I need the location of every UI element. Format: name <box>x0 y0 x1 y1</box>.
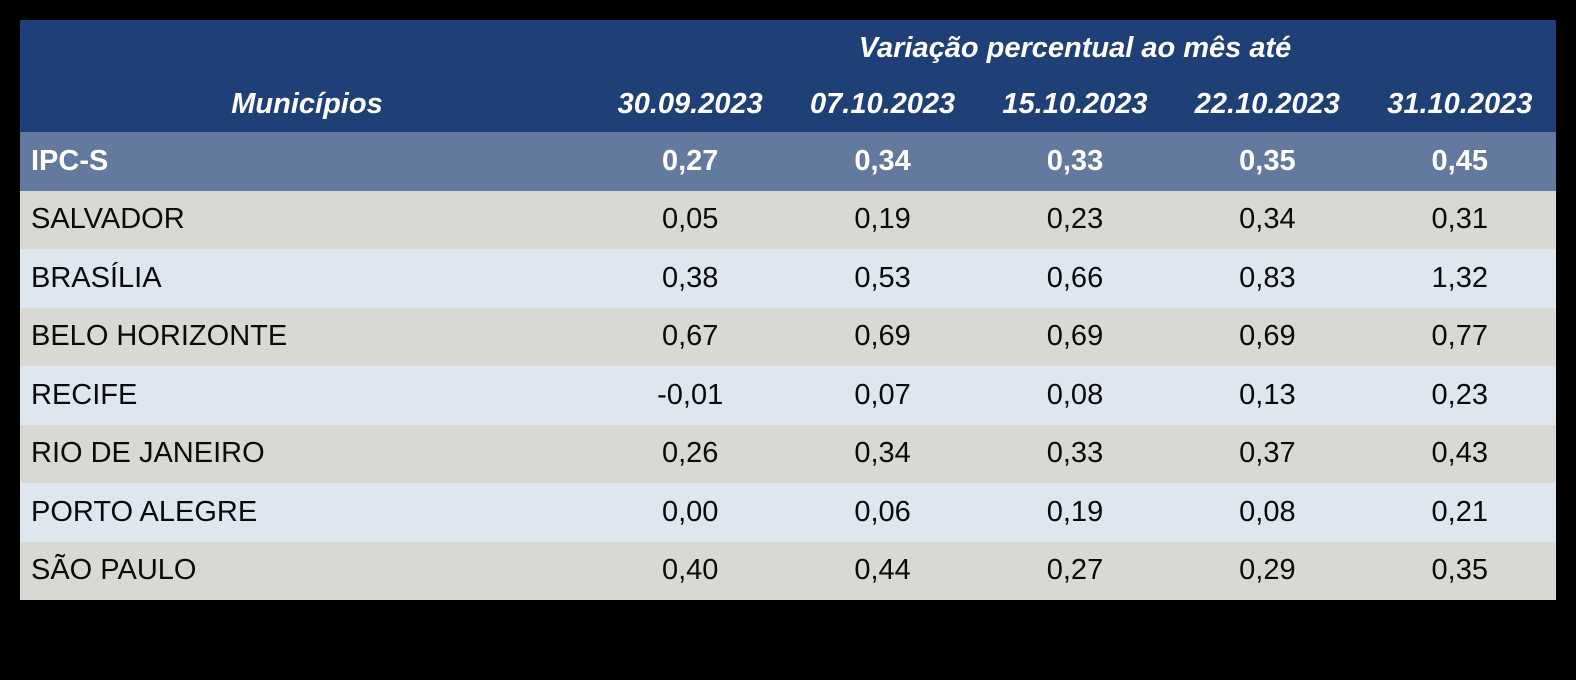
row-label: PORTO ALEGRE <box>20 483 594 542</box>
column-header-row: Municípios 30.09.2023 07.10.2023 15.10.2… <box>20 76 1556 132</box>
value-cell: 0,69 <box>786 307 979 366</box>
value-cell: 0,27 <box>594 132 787 191</box>
table-row-recife: RECIFE -0,01 0,07 0,08 0,13 0,23 <box>20 366 1556 425</box>
value-cell: 0,40 <box>594 541 787 600</box>
row-label: BRASÍLIA <box>20 249 594 308</box>
table-row-brasilia: BRASÍLIA 0,38 0,53 0,66 0,83 1,32 <box>20 249 1556 308</box>
row-label: BELO HORIZONTE <box>20 307 594 366</box>
row-label: RIO DE JANEIRO <box>20 424 594 483</box>
table-title-row: Variação percentual ao mês até <box>20 20 1556 76</box>
value-cell: 0,37 <box>1171 424 1364 483</box>
value-cell: 0,45 <box>1363 132 1556 191</box>
value-cell: 0,08 <box>978 366 1172 425</box>
value-cell: 0,00 <box>594 483 787 542</box>
column-header-date-4: 22.10.2023 <box>1171 76 1364 132</box>
value-cell: 0,83 <box>1171 249 1364 308</box>
value-cell: 0,19 <box>978 483 1172 542</box>
value-cell: 0,35 <box>1363 541 1556 600</box>
column-header-date-5: 31.10.2023 <box>1363 76 1556 132</box>
value-cell: 1,32 <box>1363 249 1556 308</box>
value-cell: 0,31 <box>1363 190 1556 249</box>
row-label: SÃO PAULO <box>20 541 594 600</box>
table-row-salvador: SALVADOR 0,05 0,19 0,23 0,34 0,31 <box>20 190 1556 249</box>
value-cell: 0,69 <box>1171 307 1364 366</box>
column-header-date-2: 07.10.2023 <box>786 76 979 132</box>
value-cell: 0,29 <box>1171 541 1364 600</box>
value-cell: 0,66 <box>978 249 1172 308</box>
value-cell: 0,34 <box>1171 190 1364 249</box>
value-cell: -0,01 <box>594 366 787 425</box>
value-cell: 0,05 <box>594 190 787 249</box>
table-title: Variação percentual ao mês até <box>594 20 1556 76</box>
header-empty-cell <box>20 20 594 76</box>
value-cell: 0,35 <box>1171 132 1364 191</box>
column-header-date-1: 30.09.2023 <box>594 76 787 132</box>
value-cell: 0,44 <box>786 541 979 600</box>
value-cell: 0,43 <box>1363 424 1556 483</box>
value-cell: 0,26 <box>594 424 787 483</box>
row-label: RECIFE <box>20 366 594 425</box>
value-cell: 0,08 <box>1171 483 1364 542</box>
value-cell: 0,19 <box>786 190 979 249</box>
table-row-porto-alegre: PORTO ALEGRE 0,00 0,06 0,19 0,08 0,21 <box>20 483 1556 542</box>
value-cell: 0,21 <box>1363 483 1556 542</box>
value-cell: 0,67 <box>594 307 787 366</box>
value-cell: 0,69 <box>978 307 1172 366</box>
value-cell: 0,27 <box>978 541 1172 600</box>
value-cell: 0,23 <box>978 190 1172 249</box>
value-cell: 0,34 <box>786 424 979 483</box>
table-row-rio-de-janeiro: RIO DE JANEIRO 0,26 0,34 0,33 0,37 0,43 <box>20 424 1556 483</box>
column-header-date-3: 15.10.2023 <box>978 76 1172 132</box>
row-label: IPC-S <box>20 132 594 191</box>
value-cell: 0,07 <box>786 366 979 425</box>
value-cell: 0,06 <box>786 483 979 542</box>
row-label: SALVADOR <box>20 190 594 249</box>
value-cell: 0,33 <box>978 132 1172 191</box>
value-cell: 0,77 <box>1363 307 1556 366</box>
value-cell: 0,13 <box>1171 366 1364 425</box>
value-cell: 0,23 <box>1363 366 1556 425</box>
value-cell: 0,34 <box>786 132 979 191</box>
ipcs-variation-table: Variação percentual ao mês até Município… <box>20 20 1556 600</box>
value-cell: 0,38 <box>594 249 787 308</box>
table-row-belo-horizonte: BELO HORIZONTE 0,67 0,69 0,69 0,69 0,77 <box>20 307 1556 366</box>
table-row-ipcs: IPC-S 0,27 0,34 0,33 0,35 0,45 <box>20 132 1556 191</box>
table-row-sao-paulo: SÃO PAULO 0,40 0,44 0,27 0,29 0,35 <box>20 541 1556 600</box>
value-cell: 0,53 <box>786 249 979 308</box>
column-header-municipios: Municípios <box>20 76 594 132</box>
value-cell: 0,33 <box>978 424 1172 483</box>
